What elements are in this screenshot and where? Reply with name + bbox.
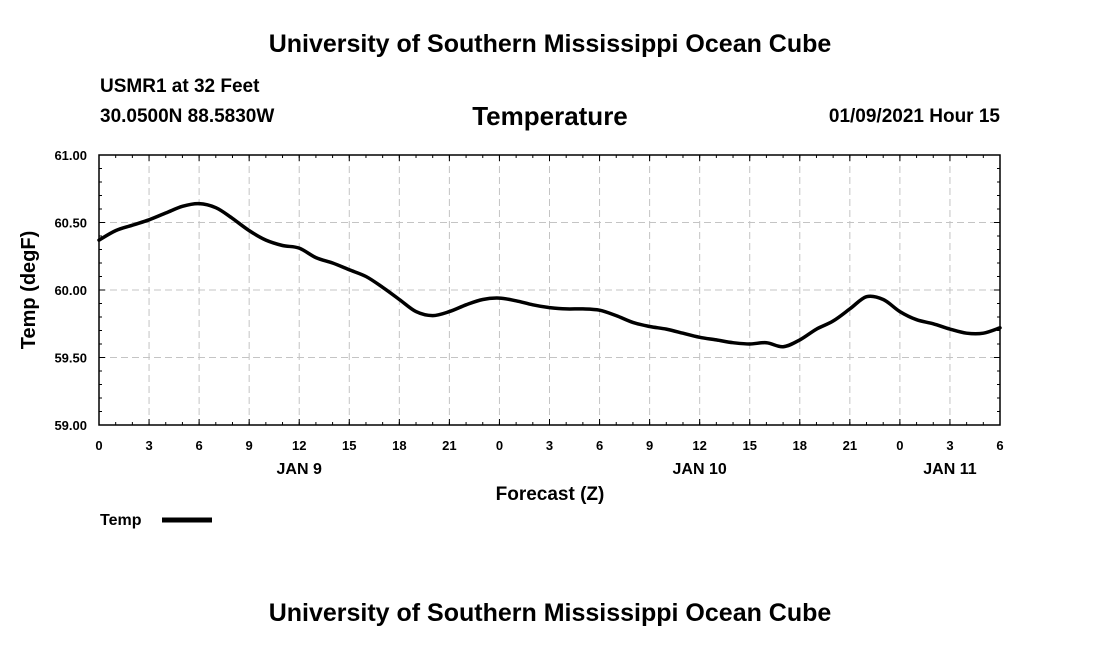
y-tick-label: 61.00 bbox=[54, 148, 87, 163]
temp-data-point bbox=[782, 345, 785, 348]
x-tick-label: 21 bbox=[442, 438, 456, 453]
temp-data-point bbox=[982, 332, 985, 335]
x-tick-label: 6 bbox=[996, 438, 1003, 453]
temp-data-point bbox=[765, 341, 768, 344]
x-tick-label: 3 bbox=[546, 438, 553, 453]
temp-data-point bbox=[615, 314, 618, 317]
temp-data-point bbox=[131, 224, 134, 227]
temp-data-point bbox=[732, 341, 735, 344]
temp-data-point bbox=[531, 303, 534, 306]
temp-data-point bbox=[264, 239, 267, 242]
temp-data-point bbox=[231, 217, 234, 220]
temp-data-point bbox=[832, 320, 835, 323]
x-tick-label: 18 bbox=[793, 438, 807, 453]
temp-data-point bbox=[932, 322, 935, 325]
temp-data-point bbox=[815, 328, 818, 331]
date-label: JAN 10 bbox=[673, 461, 727, 478]
temp-data-point bbox=[281, 244, 284, 247]
temp-data-point bbox=[715, 338, 718, 341]
temp-data-point bbox=[798, 338, 801, 341]
temp-data-point bbox=[398, 298, 401, 301]
temp-data-point bbox=[565, 307, 568, 310]
temp-data-point bbox=[348, 268, 351, 271]
x-tick-label: 9 bbox=[646, 438, 653, 453]
y-tick-label: 59.00 bbox=[54, 418, 87, 433]
date-labels: JAN 9 JAN 10 JAN 11 bbox=[277, 461, 977, 478]
variable-title: Temperature bbox=[472, 101, 628, 131]
temp-data-point bbox=[748, 343, 751, 346]
temp-data-point bbox=[915, 318, 918, 321]
y-tick-labels: 59.00 59.50 60.00 60.50 61.00 bbox=[54, 148, 87, 433]
x-tick-label: 3 bbox=[145, 438, 152, 453]
station-label: USMR1 at 32 Feet bbox=[100, 76, 260, 97]
temp-data-point bbox=[698, 336, 701, 339]
temp-data-point bbox=[965, 332, 968, 335]
temp-data-point bbox=[515, 299, 518, 302]
temp-data-point bbox=[999, 326, 1002, 329]
x-tick-label: 15 bbox=[742, 438, 756, 453]
temp-data-point bbox=[681, 332, 684, 335]
y-tick-label: 60.00 bbox=[54, 283, 87, 298]
temp-data-point bbox=[364, 275, 367, 278]
temp-data-point bbox=[164, 212, 167, 215]
x-tick-label: 18 bbox=[392, 438, 406, 453]
temp-data-point bbox=[631, 321, 634, 324]
temp-data-point bbox=[248, 229, 251, 232]
temp-data-point bbox=[431, 314, 434, 317]
temp-data-point bbox=[198, 202, 201, 205]
temp-series-line bbox=[97, 201, 1002, 349]
x-tick-label: 0 bbox=[95, 438, 102, 453]
temp-data-point bbox=[314, 256, 317, 259]
temp-data-point bbox=[882, 298, 885, 301]
temp-data-point bbox=[98, 239, 101, 242]
x-tick-label: 12 bbox=[292, 438, 306, 453]
footer-title: University of Southern Mississippi Ocean… bbox=[268, 599, 832, 627]
temp-data-point bbox=[581, 307, 584, 310]
temp-data-point bbox=[114, 229, 117, 232]
temp-data-point bbox=[898, 310, 901, 313]
x-tick-label: 12 bbox=[692, 438, 706, 453]
temp-data-point bbox=[465, 303, 468, 306]
x-tick-label: 0 bbox=[896, 438, 903, 453]
temp-data-point bbox=[598, 309, 601, 312]
x-tick-labels: 0 3 6 9 12 15 18 21 0 3 6 9 12 15 18 21 0 3 6 bbox=[95, 438, 1003, 453]
x-axis-label: Forecast (Z) bbox=[496, 484, 605, 505]
y-tick-label: 59.50 bbox=[54, 351, 87, 366]
temp-data-point bbox=[481, 298, 484, 301]
date-label: JAN 11 bbox=[923, 461, 976, 478]
temp-data-point bbox=[648, 325, 651, 328]
x-tick-label: 21 bbox=[843, 438, 857, 453]
temp-data-point bbox=[148, 218, 151, 221]
forecast-datetime: 01/09/2021 Hour 15 bbox=[828, 106, 1000, 127]
date-label: JAN 9 bbox=[277, 461, 322, 478]
grid-lines bbox=[99, 155, 1000, 425]
x-tick-label: 0 bbox=[496, 438, 503, 453]
temp-data-point bbox=[298, 247, 301, 250]
temp-data-point bbox=[498, 297, 501, 300]
temp-data-point bbox=[381, 286, 384, 289]
temp-data-point bbox=[548, 306, 551, 309]
legend-label: Temp bbox=[100, 512, 142, 529]
x-tick-label: 3 bbox=[946, 438, 953, 453]
temp-data-point bbox=[331, 262, 334, 265]
x-tick-label: 6 bbox=[195, 438, 202, 453]
temp-data-point bbox=[865, 295, 868, 298]
temp-data-point bbox=[181, 205, 184, 208]
x-tick-label: 6 bbox=[596, 438, 603, 453]
station-coords: 30.0500N 88.5830W bbox=[100, 106, 275, 127]
temp-data-point bbox=[848, 307, 851, 310]
temp-data-point bbox=[448, 310, 451, 313]
y-axis-label: Temp (degF) bbox=[18, 231, 40, 350]
x-tick-label: 9 bbox=[246, 438, 253, 453]
temp-data-point bbox=[214, 206, 217, 209]
y-tick-label: 60.50 bbox=[54, 216, 87, 231]
temp-data-point bbox=[665, 328, 668, 331]
x-tick-label: 15 bbox=[342, 438, 356, 453]
temp-data-point bbox=[415, 310, 418, 313]
axis-ticks bbox=[98, 154, 1001, 426]
temp-data-point bbox=[948, 328, 951, 331]
chart-title: University of Southern Mississippi Ocean… bbox=[268, 30, 832, 58]
